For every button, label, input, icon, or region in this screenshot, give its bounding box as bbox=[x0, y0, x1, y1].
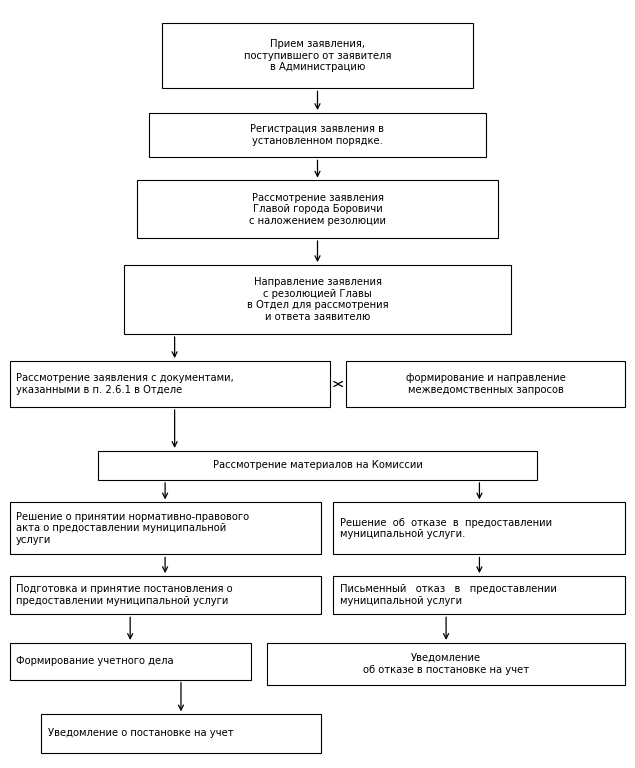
Text: Уведомление
об отказе в постановке на учет: Уведомление об отказе в постановке на уч… bbox=[363, 653, 529, 675]
FancyBboxPatch shape bbox=[162, 23, 473, 88]
Text: формирование и направление
межведомственных запросов: формирование и направление межведомствен… bbox=[406, 373, 566, 395]
FancyBboxPatch shape bbox=[333, 502, 625, 554]
FancyBboxPatch shape bbox=[10, 502, 321, 554]
FancyBboxPatch shape bbox=[10, 643, 251, 680]
Text: Регистрация заявления в
установленном порядке.: Регистрация заявления в установленном по… bbox=[250, 124, 385, 146]
FancyBboxPatch shape bbox=[41, 714, 321, 753]
Text: Решение о принятии нормативно-правового
акта о предоставлении муниципальной
услу: Решение о принятии нормативно-правового … bbox=[16, 511, 249, 545]
Text: Рассмотрение материалов на Комиссии: Рассмотрение материалов на Комиссии bbox=[213, 460, 422, 471]
Text: Рассмотрение заявления с документами,
указанными в п. 2.6.1 в Отделе: Рассмотрение заявления с документами, ук… bbox=[16, 373, 234, 395]
Text: Решение  об  отказе  в  предоставлении
муниципальной услуги.: Решение об отказе в предоставлении муниц… bbox=[340, 518, 552, 539]
Text: Рассмотрение заявления
Главой города Боровичи
с наложением резолюции: Рассмотрение заявления Главой города Бор… bbox=[249, 193, 386, 226]
FancyBboxPatch shape bbox=[149, 113, 486, 157]
FancyBboxPatch shape bbox=[124, 265, 511, 334]
Text: Прием заявления,
поступившего от заявителя
в Администрацию: Прием заявления, поступившего от заявите… bbox=[244, 39, 391, 72]
Text: Уведомление о постановке на учет: Уведомление о постановке на учет bbox=[48, 728, 233, 739]
Text: Формирование учетного дела: Формирование учетного дела bbox=[16, 656, 173, 667]
FancyBboxPatch shape bbox=[137, 180, 498, 238]
Text: Подготовка и принятие постановления о
предоставлении муниципальной услуги: Подготовка и принятие постановления о пр… bbox=[16, 584, 232, 606]
Text: Письменный   отказ   в   предоставлении
муниципальной услуги: Письменный отказ в предоставлении муници… bbox=[340, 584, 557, 606]
FancyBboxPatch shape bbox=[10, 576, 321, 614]
Text: Направление заявления
с резолюцией Главы
в Отдел для рассмотрения
и ответа заяви: Направление заявления с резолюцией Главы… bbox=[246, 277, 389, 322]
FancyBboxPatch shape bbox=[267, 643, 625, 685]
FancyBboxPatch shape bbox=[98, 451, 537, 480]
FancyBboxPatch shape bbox=[333, 576, 625, 614]
FancyBboxPatch shape bbox=[346, 361, 625, 407]
FancyBboxPatch shape bbox=[10, 361, 330, 407]
